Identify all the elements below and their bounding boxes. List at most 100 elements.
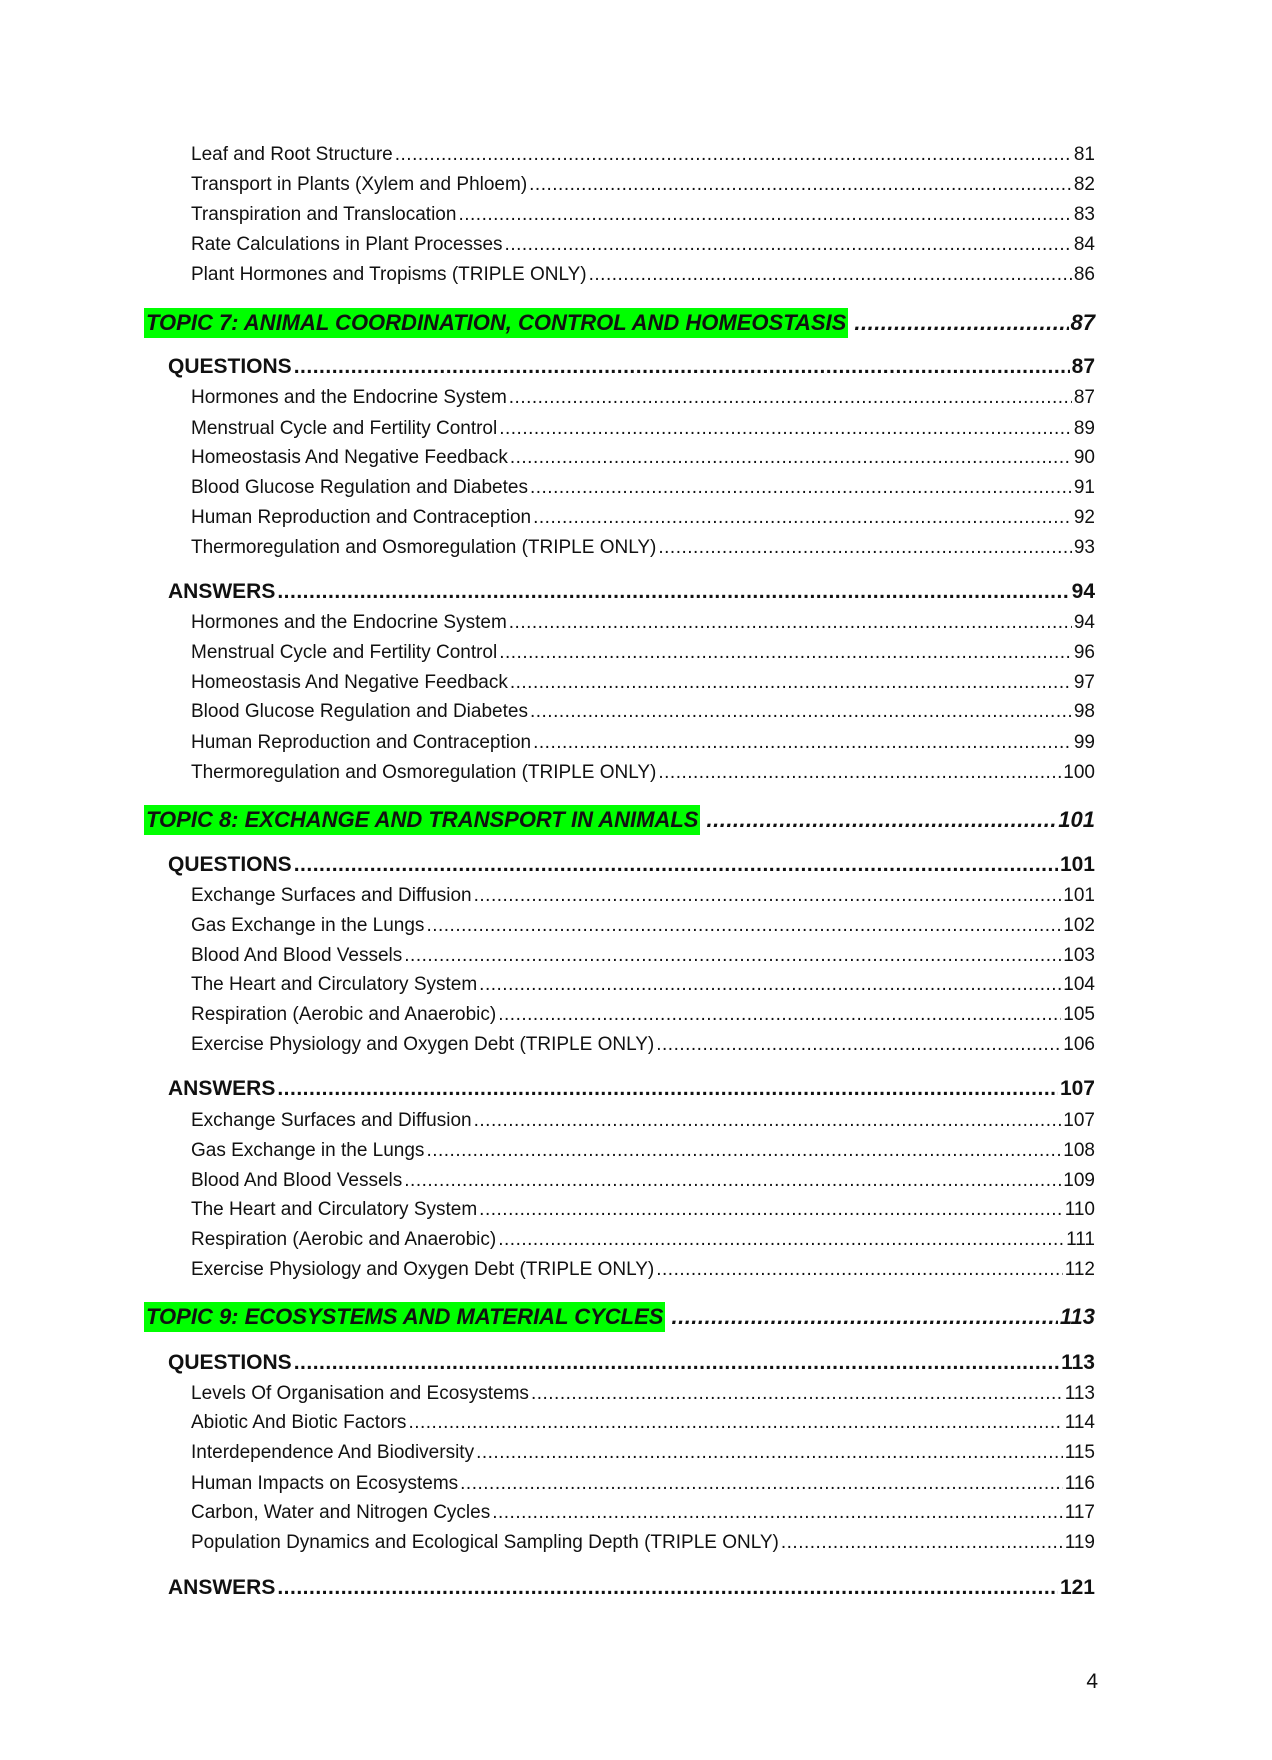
page-ref: 113: [1061, 1351, 1095, 1374]
page-ref: 94: [1071, 580, 1095, 603]
dot-leader: [589, 264, 1072, 286]
page-ref: 113: [1064, 1383, 1095, 1404]
dot-leader: [426, 1140, 1061, 1162]
item-title: Blood And Blood Vessels: [191, 1170, 403, 1191]
item-title: Hormones and the Endocrine System: [191, 387, 507, 408]
dot-leader: [706, 807, 1056, 833]
dot-leader: [492, 1502, 1062, 1524]
page-ref: 119: [1064, 1532, 1095, 1553]
item-title: Homeostasis And Negative Feedback: [191, 447, 508, 468]
toc-item[interactable]: Plant Hormones and Tropisms (TRIPLE ONLY…: [191, 264, 1095, 290]
dot-leader: [277, 580, 1069, 604]
dot-leader: [854, 310, 1068, 336]
item-title: Interdependence And Biodiversity: [191, 1442, 475, 1463]
item-title: Levels Of Organisation and Ecosystems: [191, 1383, 529, 1404]
page-ref: 102: [1063, 915, 1095, 936]
item-title: Leaf and Root Structure: [191, 144, 393, 165]
toc-item[interactable]: Hormones and the Endocrine System 87: [191, 387, 1095, 413]
toc-topic[interactable]: TOPIC 8: EXCHANGE AND TRANSPORT IN ANIMA…: [144, 805, 1095, 835]
toc-item[interactable]: Blood And Blood Vessels 103: [191, 945, 1095, 971]
item-title: Rate Calculations in Plant Processes: [191, 234, 503, 255]
item-title: Blood And Blood Vessels: [191, 945, 403, 966]
page-ref: 121: [1059, 1576, 1095, 1599]
toc-item[interactable]: Population Dynamics and Ecological Sampl…: [191, 1532, 1095, 1558]
toc-item[interactable]: Gas Exchange in the Lungs 108: [191, 1140, 1095, 1166]
toc-topic[interactable]: TOPIC 9: ECOSYSTEMS AND MATERIAL CYCLES 1…: [144, 1302, 1095, 1332]
toc-item[interactable]: Respiration (Aerobic and Anaerobic) 105: [191, 1004, 1095, 1030]
item-title: Exercise Physiology and Oxygen Debt (TRI…: [191, 1259, 655, 1280]
topic-title: TOPIC 8: EXCHANGE AND TRANSPORT IN ANIMA…: [144, 805, 701, 835]
heading-title: ANSWERS: [168, 580, 276, 603]
toc-item[interactable]: The Heart and Circulatory System 104: [191, 974, 1095, 1000]
item-title: Homeostasis And Negative Feedback: [191, 672, 508, 693]
dot-leader: [404, 945, 1061, 967]
item-title: Human Impacts on Ecosystems: [191, 1473, 459, 1494]
toc-item[interactable]: Blood Glucose Regulation and Diabetes 91: [191, 477, 1095, 503]
toc-item[interactable]: Transpiration and Translocation 83: [191, 204, 1095, 230]
toc-item[interactable]: Blood And Blood Vessels 109: [191, 1170, 1095, 1196]
page-ref: 100: [1063, 762, 1095, 783]
page-ref: 99: [1073, 732, 1095, 753]
toc-heading[interactable]: ANSWERS 107: [168, 1077, 1095, 1105]
toc-item[interactable]: Rate Calculations in Plant Processes 84: [191, 234, 1095, 260]
item-title: Respiration (Aerobic and Anaerobic): [191, 1229, 497, 1250]
toc-item[interactable]: Transport in Plants (Xylem and Phloem) 82: [191, 174, 1095, 200]
page-ref: 116: [1064, 1473, 1095, 1494]
toc-item[interactable]: Homeostasis And Negative Feedback 97: [191, 672, 1095, 698]
item-title: Blood Glucose Regulation and Diabetes: [191, 701, 528, 722]
dot-leader: [505, 234, 1072, 256]
toc-heading[interactable]: ANSWERS 121: [168, 1576, 1095, 1604]
toc-item[interactable]: The Heart and Circulatory System 110: [191, 1199, 1095, 1225]
page-ref: 92: [1073, 507, 1095, 528]
dot-leader: [474, 885, 1062, 907]
dot-leader: [499, 642, 1072, 664]
page-ref: 83: [1073, 204, 1095, 225]
toc-item[interactable]: Homeostasis And Negative Feedback 90: [191, 447, 1095, 473]
toc-item[interactable]: Respiration (Aerobic and Anaerobic) 111: [191, 1229, 1095, 1255]
dot-leader: [499, 418, 1072, 440]
toc-item[interactable]: Exchange Surfaces and Diffusion 107: [191, 1110, 1095, 1136]
page-ref: 115: [1064, 1442, 1095, 1463]
page-ref: 94: [1073, 612, 1095, 633]
toc-item[interactable]: Leaf and Root Structure 81: [191, 144, 1095, 170]
toc-item[interactable]: Thermoregulation and Osmoregulation (TRI…: [191, 537, 1095, 563]
item-title: Thermoregulation and Osmoregulation (TRI…: [191, 537, 657, 558]
item-title: Human Reproduction and Contraception: [191, 732, 532, 753]
dot-leader: [476, 1442, 1063, 1464]
toc-heading[interactable]: QUESTIONS 113: [168, 1351, 1095, 1379]
dot-leader: [533, 507, 1072, 529]
toc-item[interactable]: Levels Of Organisation and Ecosystems 113: [191, 1383, 1095, 1409]
toc-heading[interactable]: QUESTIONS 87: [168, 355, 1095, 383]
toc-item[interactable]: Abiotic And Biotic Factors 114: [191, 1412, 1095, 1438]
toc-item[interactable]: Human Reproduction and Contraception 99: [191, 732, 1095, 758]
toc-item[interactable]: Gas Exchange in the Lungs 102: [191, 915, 1095, 941]
page-ref: 98: [1073, 701, 1095, 722]
toc-item[interactable]: Menstrual Cycle and Fertility Control 96: [191, 642, 1095, 668]
toc-item[interactable]: Interdependence And Biodiversity 115: [191, 1442, 1095, 1468]
toc-item[interactable]: Human Impacts on Ecosystems 116: [191, 1473, 1095, 1499]
toc-item[interactable]: Exchange Surfaces and Diffusion 101: [191, 885, 1095, 911]
page-ref: 97: [1073, 672, 1095, 693]
dot-leader: [510, 447, 1072, 469]
page-ref: 87: [1071, 355, 1095, 378]
toc-heading[interactable]: QUESTIONS 101: [168, 853, 1095, 881]
toc-item[interactable]: Menstrual Cycle and Fertility Control 89: [191, 418, 1095, 444]
dot-leader: [404, 1170, 1061, 1192]
toc-item[interactable]: Thermoregulation and Osmoregulation (TRI…: [191, 762, 1095, 788]
toc-item[interactable]: Exercise Physiology and Oxygen Debt (TRI…: [191, 1034, 1095, 1060]
toc-item[interactable]: Human Reproduction and Contraception 92: [191, 507, 1095, 533]
toc-item[interactable]: Hormones and the Endocrine System 94: [191, 612, 1095, 638]
toc-topic[interactable]: TOPIC 7: ANIMAL COORDINATION, CONTROL AN…: [144, 308, 1095, 338]
topic-title: TOPIC 9: ECOSYSTEMS AND MATERIAL CYCLES: [144, 1302, 666, 1332]
toc-item[interactable]: Carbon, Water and Nitrogen Cycles 117: [191, 1502, 1095, 1528]
heading-title: QUESTIONS: [168, 853, 292, 876]
page-ref: 90: [1073, 447, 1095, 468]
toc-item[interactable]: Exercise Physiology and Oxygen Debt (TRI…: [191, 1259, 1095, 1285]
heading-title: QUESTIONS: [168, 355, 292, 378]
page-ref: 103: [1063, 945, 1095, 966]
heading-title: ANSWERS: [168, 1576, 276, 1599]
page-ref: 101: [1059, 853, 1095, 876]
toc-item[interactable]: Blood Glucose Regulation and Diabetes 98: [191, 701, 1095, 727]
toc-heading[interactable]: ANSWERS 94: [168, 580, 1095, 608]
dot-leader: [408, 1412, 1062, 1434]
